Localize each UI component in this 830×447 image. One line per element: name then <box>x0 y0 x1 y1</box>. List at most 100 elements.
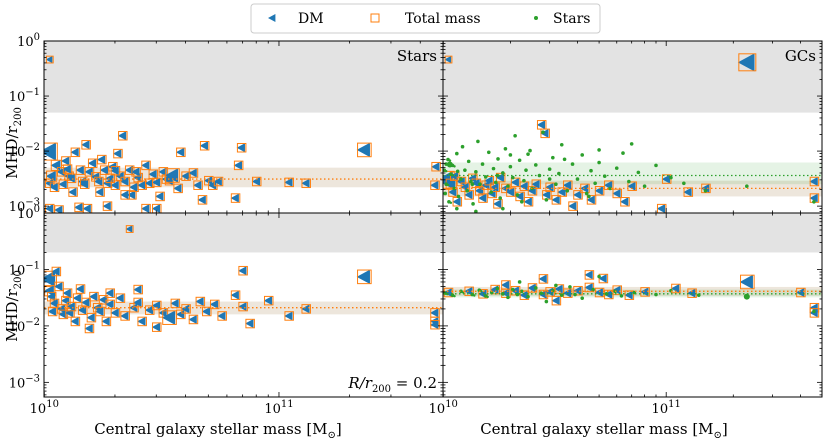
total-mass-point <box>671 283 681 294</box>
dm-point <box>510 177 519 187</box>
total-mass-point <box>51 266 62 277</box>
total-mass-point <box>176 309 186 320</box>
stars-point <box>580 153 585 157</box>
stars-point <box>541 130 545 135</box>
dm-point <box>624 290 633 300</box>
total-mass-point <box>75 284 86 294</box>
dm-point <box>62 164 71 174</box>
total-mass-point <box>236 142 247 153</box>
total-mass-point <box>110 180 121 190</box>
total-mass-point <box>137 316 147 327</box>
total-mass-point <box>430 308 440 318</box>
total-mass-point <box>46 291 57 302</box>
stars-point <box>519 289 524 294</box>
total-mass-point <box>357 142 372 158</box>
panel-title: Stars <box>397 47 437 65</box>
total-mass-point <box>464 190 474 200</box>
stars-point <box>448 159 452 162</box>
total-mass-point <box>210 299 220 310</box>
dm-point <box>430 308 439 318</box>
total-mass-point <box>66 301 77 312</box>
dm-point <box>545 182 554 192</box>
total-mass-point <box>217 311 227 321</box>
stars-point <box>743 293 750 300</box>
dm-point <box>133 297 142 307</box>
legend-label: Total mass <box>405 11 481 27</box>
dm-point <box>474 186 484 196</box>
stars-point <box>473 294 476 297</box>
dm-point <box>284 177 293 187</box>
total-mass-point <box>740 274 755 290</box>
dm-point <box>44 285 54 297</box>
stars-point <box>517 158 522 163</box>
total-mass-point <box>54 281 64 292</box>
dm-point <box>84 323 93 333</box>
stars-point <box>597 274 601 279</box>
stars-point <box>544 299 549 304</box>
total-mass-point <box>545 287 555 297</box>
dm-point <box>500 280 510 290</box>
stars-point <box>460 144 465 149</box>
x-axis-label-right: Central galaxy stellar mass [M⊙] <box>480 420 728 441</box>
total-mass-point <box>81 140 91 150</box>
stars-point <box>621 151 625 155</box>
total-mass-point <box>188 168 199 178</box>
total-mass-point <box>81 297 91 308</box>
dm-point <box>515 191 524 201</box>
dm-point <box>661 174 671 184</box>
dm-point <box>98 295 107 305</box>
stars-point <box>501 206 505 211</box>
median-band <box>443 162 822 185</box>
total-mass-point <box>65 308 75 318</box>
legend-total-mass-marker <box>370 13 380 23</box>
dm-point <box>175 147 185 157</box>
total-mass-point <box>640 287 650 297</box>
total-mass-point <box>54 205 64 213</box>
total-mass-point <box>124 165 135 175</box>
dm-point <box>95 306 104 316</box>
x-tick-label: 1011 <box>652 399 681 417</box>
shaded-region <box>443 41 822 113</box>
stars-point <box>489 190 493 194</box>
dm-point <box>148 169 157 179</box>
dm-point <box>495 173 505 183</box>
stars-point <box>480 162 485 166</box>
dm-point <box>164 168 179 183</box>
stars-point <box>469 179 473 184</box>
dm-point <box>584 270 593 280</box>
stars-point <box>465 188 469 193</box>
stars-point <box>476 139 480 144</box>
dm-point <box>75 284 84 294</box>
dm-point <box>50 159 61 171</box>
dm-point <box>72 293 81 303</box>
stars-point <box>682 181 686 186</box>
dm-point <box>301 178 310 188</box>
dm-point <box>541 190 551 200</box>
dm-point <box>141 204 150 213</box>
dm-point <box>173 183 182 193</box>
total-mass-point <box>487 188 498 199</box>
shaded-region <box>44 41 443 113</box>
total-mass-point <box>501 183 511 194</box>
total-mass-point <box>125 225 134 233</box>
dm-point <box>96 155 106 165</box>
stars-point <box>474 209 478 213</box>
dm-point <box>683 187 692 197</box>
total-mass-point <box>506 187 516 197</box>
total-mass-point <box>624 290 635 300</box>
dm-point <box>49 298 58 308</box>
dm-point <box>203 176 213 186</box>
total-mass-point <box>46 170 58 182</box>
dm-point <box>137 180 146 190</box>
dm-point <box>538 274 547 284</box>
dm-point <box>102 201 111 211</box>
total-mass-point <box>251 176 262 187</box>
dm-point <box>44 204 54 213</box>
total-mass-point <box>523 197 534 207</box>
stars-point <box>501 171 505 175</box>
total-mass-point <box>84 323 95 334</box>
dm-point <box>101 316 110 326</box>
stars-point <box>575 177 580 181</box>
stars-point <box>619 294 624 298</box>
